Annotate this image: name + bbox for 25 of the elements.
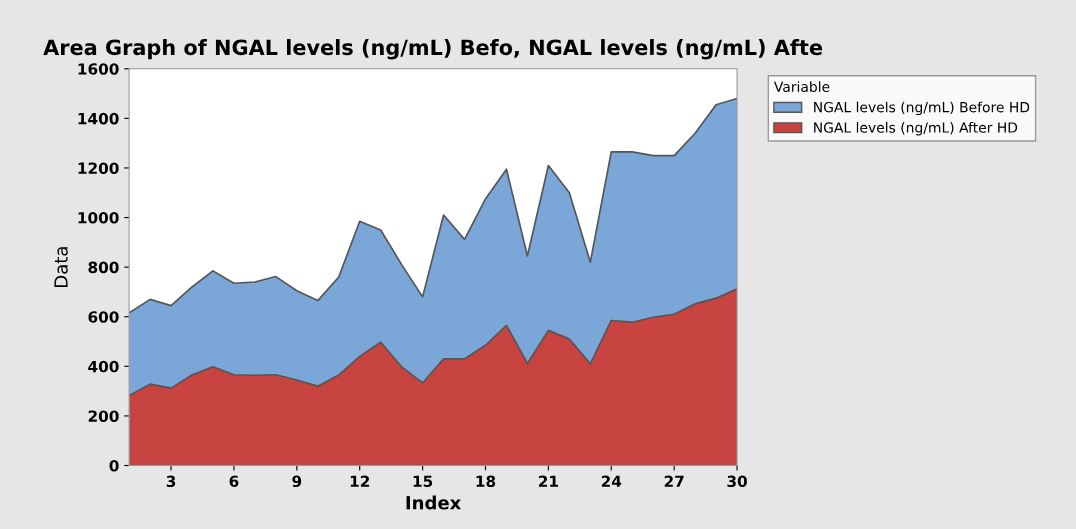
y-tick-label: 400 [88, 360, 119, 373]
x-axis-title: Index [406, 495, 462, 510]
y-tick-label: 1400 [78, 112, 119, 125]
x-tick-label: 3 [166, 475, 176, 488]
x-tick-label: 12 [350, 475, 370, 487]
y-tick-label: 800 [88, 261, 119, 274]
legend-label: NGAL levels (ng/mL) After HD [814, 122, 1018, 136]
x-tick-label: 18 [476, 475, 496, 488]
y-tick-label: 600 [88, 311, 119, 323]
y-tick-label: 200 [88, 410, 119, 422]
x-tick-label: 27 [664, 475, 684, 487]
chart-title: Area Graph of NGAL levels (ng/mL) Befo, NGAL levels (ng/mL) Afte [43, 39, 823, 60]
x-tick-label: 24 [601, 475, 622, 487]
legend-label: NGAL levels (ng/mL) Before HD [814, 101, 1030, 116]
legend-title: Variable [773, 81, 830, 93]
y-tick-label: 1600 [78, 63, 119, 75]
x-tick-label: 15 [413, 475, 433, 488]
y-tick-label: 1000 [78, 212, 119, 224]
x-tick-label: 21 [538, 475, 558, 487]
y-axis-title: Data [54, 247, 68, 287]
x-tick-label: 6 [229, 475, 239, 488]
y-tick-label: 0 [109, 459, 119, 472]
x-tick-label: 30 [727, 475, 747, 488]
x-tick-label: 9 [292, 475, 302, 488]
y-tick-label: 1200 [78, 162, 119, 174]
